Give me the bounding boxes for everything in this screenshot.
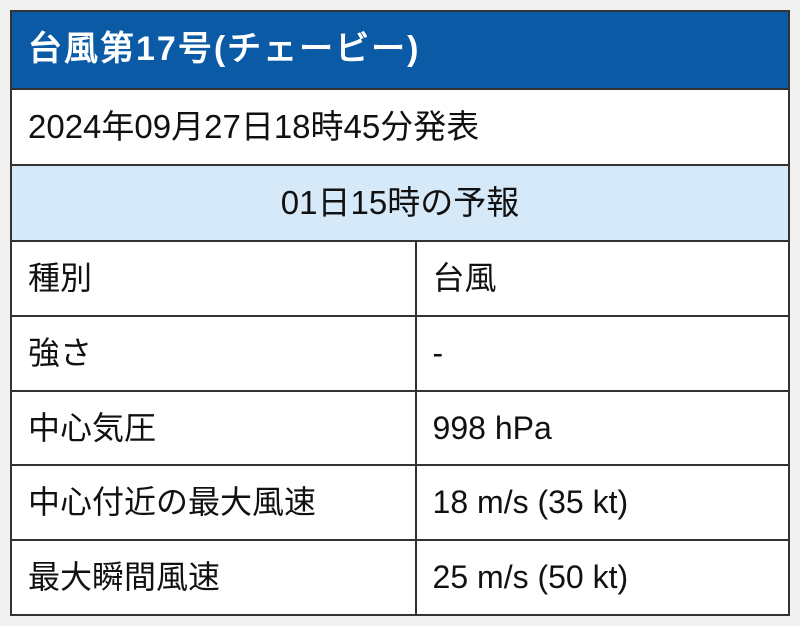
row-value-gust: 25 m/s (50 kt) bbox=[416, 540, 789, 615]
row-label-type: 種別 bbox=[11, 241, 416, 316]
table-row: 中心気圧 998 hPa bbox=[11, 391, 789, 466]
forecast-time-label: 01日15時の予報 bbox=[11, 165, 789, 241]
table-row: 中心付近の最大風速 18 m/s (35 kt) bbox=[11, 465, 789, 540]
row-value-pressure: 998 hPa bbox=[416, 391, 789, 466]
table-row: 種別 台風 bbox=[11, 241, 789, 316]
table-row: 最大瞬間風速 25 m/s (50 kt) bbox=[11, 540, 789, 615]
row-label-maxwind: 中心付近の最大風速 bbox=[11, 465, 416, 540]
forecast-time-row: 01日15時の予報 bbox=[11, 165, 789, 241]
typhoon-title: 台風第17号(チェービー) bbox=[11, 11, 789, 89]
typhoon-info-table: 台風第17号(チェービー) 2024年09月27日18時45分発表 01日15時… bbox=[10, 10, 790, 616]
row-label-strength: 強さ bbox=[11, 316, 416, 391]
row-value-strength: - bbox=[416, 316, 789, 391]
timestamp-row: 2024年09月27日18時45分発表 bbox=[11, 89, 789, 165]
row-label-pressure: 中心気圧 bbox=[11, 391, 416, 466]
row-value-maxwind: 18 m/s (35 kt) bbox=[416, 465, 789, 540]
title-row: 台風第17号(チェービー) bbox=[11, 11, 789, 89]
row-label-gust: 最大瞬間風速 bbox=[11, 540, 416, 615]
row-value-type: 台風 bbox=[416, 241, 789, 316]
table-row: 強さ - bbox=[11, 316, 789, 391]
announcement-timestamp: 2024年09月27日18時45分発表 bbox=[11, 89, 789, 165]
